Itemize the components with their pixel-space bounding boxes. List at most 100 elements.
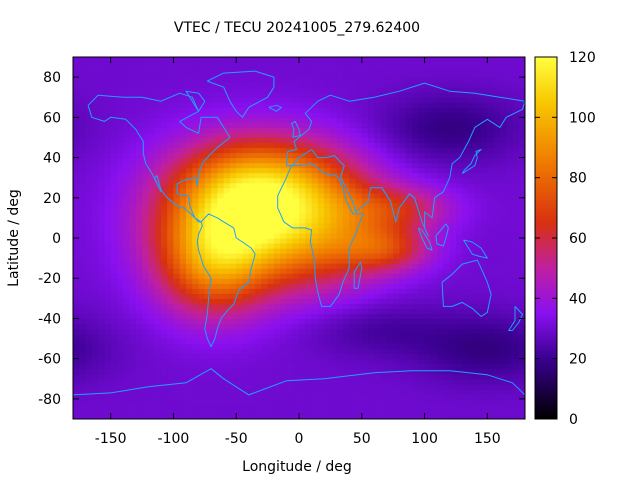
heatmap-cell <box>424 273 432 279</box>
heatmap-cell <box>211 363 218 370</box>
heatmap-cell <box>393 157 401 164</box>
heatmap-cell <box>449 348 457 355</box>
heatmap-cell <box>336 157 344 164</box>
heatmap-cell <box>449 243 457 249</box>
heatmap-cell <box>135 197 143 204</box>
heatmap-cell <box>85 328 93 335</box>
heatmap-cell <box>267 202 275 209</box>
heatmap-cell <box>330 207 338 214</box>
heatmap-cell <box>273 87 281 93</box>
heatmap-cell <box>437 248 444 254</box>
heatmap-cell <box>412 288 419 294</box>
heatmap-cell <box>412 243 419 249</box>
heatmap-cell <box>73 393 80 400</box>
heatmap-cell <box>261 263 269 269</box>
heatmap-cell <box>104 87 112 93</box>
heatmap-cell <box>160 388 168 395</box>
heatmap-cell <box>229 388 237 395</box>
heatmap-cell <box>393 202 401 209</box>
heatmap-cell <box>280 373 288 380</box>
heatmap-cell <box>198 363 206 370</box>
heatmap-cell <box>412 117 419 123</box>
heatmap-cell <box>286 268 294 274</box>
heatmap-cell <box>173 393 181 400</box>
heatmap-cell <box>506 403 514 410</box>
heatmap-cell <box>474 358 482 365</box>
heatmap-cell <box>311 87 319 93</box>
heatmap-cell <box>405 172 413 179</box>
heatmap-cell <box>299 278 306 284</box>
heatmap-cell <box>267 82 275 88</box>
heatmap-cell <box>248 132 256 139</box>
heatmap-cell <box>355 253 363 259</box>
heatmap-cell <box>405 147 413 154</box>
heatmap-cell <box>380 323 388 330</box>
heatmap-cell <box>487 323 495 330</box>
heatmap-cell <box>324 378 331 385</box>
heatmap-cell <box>405 303 413 309</box>
heatmap-cell <box>493 373 501 380</box>
heatmap-cell <box>449 268 457 274</box>
heatmap-cell <box>449 187 457 194</box>
heatmap-cell <box>211 273 218 279</box>
heatmap-cell <box>361 343 369 350</box>
heatmap-cell <box>449 157 457 164</box>
heatmap-cell <box>317 373 325 380</box>
heatmap-cell <box>91 358 99 365</box>
heatmap-cell <box>481 142 488 149</box>
heatmap-cell <box>474 102 482 108</box>
heatmap-cell <box>355 162 363 169</box>
heatmap-cell <box>305 408 313 415</box>
heatmap-cell <box>393 413 401 419</box>
heatmap-cell <box>217 258 225 264</box>
heatmap-cell <box>91 132 99 139</box>
heatmap-cell <box>455 217 463 224</box>
heatmap-cell <box>455 298 463 304</box>
heatmap-cell <box>248 278 256 284</box>
heatmap-cell <box>355 328 363 335</box>
heatmap-cell <box>160 343 168 350</box>
heatmap-cell <box>98 263 105 269</box>
heatmap-cell <box>317 82 325 88</box>
heatmap-cell <box>116 318 124 325</box>
heatmap-cell <box>399 107 407 113</box>
heatmap-cell <box>73 107 80 113</box>
heatmap-cell <box>493 137 501 144</box>
heatmap-cell <box>449 253 457 259</box>
heatmap-cell <box>292 383 300 390</box>
heatmap-cell <box>393 192 401 199</box>
heatmap-cell <box>160 258 168 264</box>
heatmap-cell <box>198 112 206 118</box>
heatmap-cell <box>324 298 331 304</box>
heatmap-cell <box>449 318 457 325</box>
heatmap-cell <box>198 227 206 234</box>
heatmap-cell <box>487 333 495 340</box>
heatmap-cell <box>73 338 80 345</box>
heatmap-cell <box>229 333 237 340</box>
heatmap-cell <box>179 408 187 415</box>
heatmap-cell <box>368 358 375 365</box>
heatmap-cell <box>123 122 131 128</box>
heatmap-cell <box>129 278 137 284</box>
heatmap-cell <box>405 293 413 299</box>
heatmap-cell <box>186 343 193 350</box>
heatmap-cell <box>405 378 413 385</box>
heatmap-cell <box>286 248 294 254</box>
heatmap-cell <box>223 207 231 214</box>
heatmap-cell <box>355 202 363 209</box>
heatmap-cell <box>123 127 131 134</box>
heatmap-cell <box>430 408 438 415</box>
heatmap-cell <box>248 142 256 149</box>
heatmap-cell <box>211 187 218 194</box>
heatmap-cell <box>85 403 93 410</box>
heatmap-cell <box>179 368 187 375</box>
heatmap-cell <box>393 393 401 400</box>
heatmap-cell <box>248 137 256 144</box>
heatmap-cell <box>418 398 426 405</box>
heatmap-cell <box>317 378 325 385</box>
heatmap-cell <box>317 167 325 174</box>
heatmap-cell <box>324 338 331 345</box>
heatmap-cell <box>223 162 231 169</box>
heatmap-cell <box>361 132 369 139</box>
heatmap-cell <box>261 97 269 103</box>
